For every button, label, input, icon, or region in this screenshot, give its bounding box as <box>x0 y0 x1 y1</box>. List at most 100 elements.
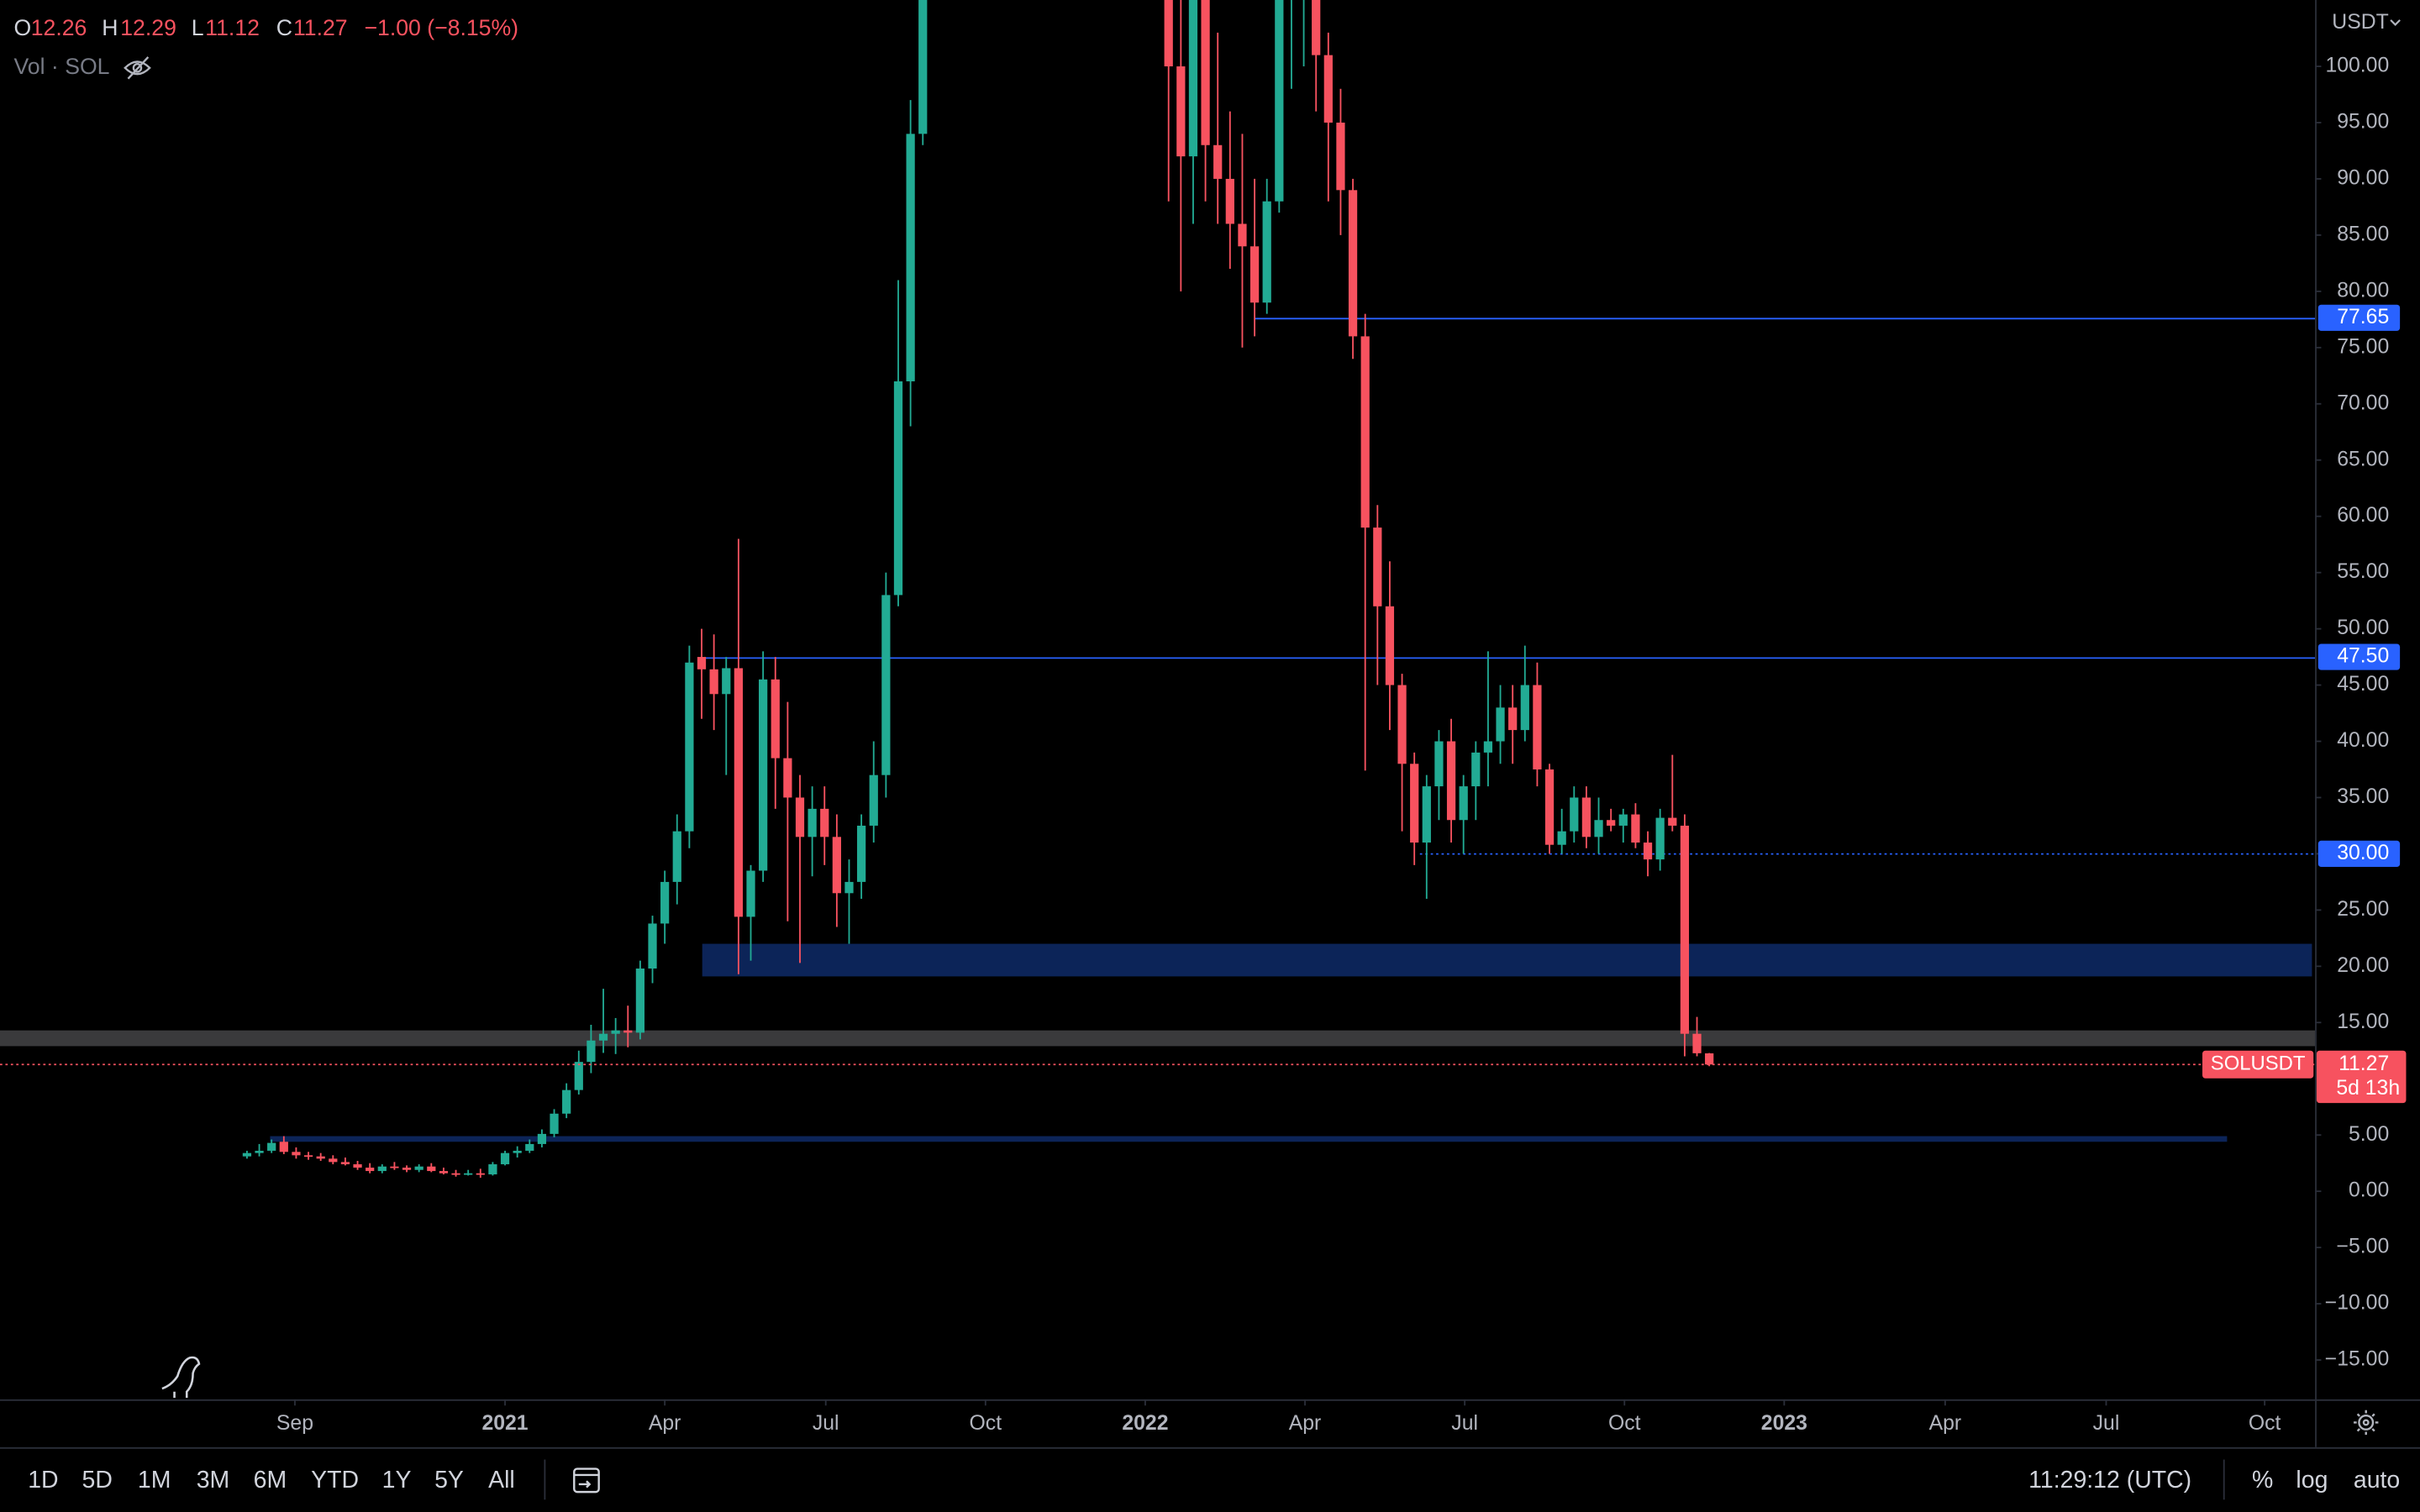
go-to-date-icon[interactable] <box>573 1467 600 1494</box>
close-label: C <box>276 15 292 40</box>
x-tick-label: Jul <box>1451 1412 1478 1435</box>
level-price-box <box>2317 304 2401 331</box>
candle-body <box>587 1040 596 1063</box>
y-tick-label: 60.00 <box>2337 504 2389 527</box>
candle-body <box>881 595 891 775</box>
candle-body <box>1164 0 1173 67</box>
hide-volume-icon[interactable] <box>124 56 151 80</box>
y-tick-label: 75.00 <box>2337 335 2389 358</box>
candle-body <box>1692 1033 1702 1053</box>
candle-body <box>1360 336 1370 528</box>
candle-body <box>488 1164 497 1175</box>
candle-body <box>537 1133 547 1144</box>
candle-body <box>1668 817 1677 826</box>
currency-dropdown[interactable] <box>2390 19 2401 26</box>
range-button[interactable]: All <box>488 1467 515 1494</box>
y-tick-label: 5.00 <box>2349 1123 2389 1146</box>
range-buttons: 1D 5D 1M 3M 6M YTD 1Y 5Y All <box>28 1467 515 1494</box>
candle-body <box>820 808 829 837</box>
candle-body <box>1705 1053 1714 1065</box>
candle-body <box>353 1164 362 1168</box>
x-tick-label: Jul <box>2093 1412 2120 1435</box>
y-tick-label: 45.00 <box>2337 673 2389 696</box>
range-button[interactable]: 1D <box>28 1467 58 1494</box>
candle-body <box>1643 843 1653 860</box>
candle-body <box>329 1158 338 1163</box>
open-value: 12.26 <box>31 15 87 40</box>
candle-body <box>832 837 841 894</box>
candle-body <box>279 1142 288 1152</box>
candle-body <box>1422 786 1431 843</box>
logo <box>161 1356 201 1399</box>
candle-body <box>1323 55 1333 123</box>
level-price-label: 77.65 <box>2337 306 2389 328</box>
percent-toggle[interactable]: % <box>2252 1467 2273 1494</box>
candle-body <box>1680 825 1690 1034</box>
candle-body <box>722 668 731 695</box>
auto-toggle[interactable]: auto <box>2354 1467 2400 1494</box>
range-button[interactable]: 6M <box>254 1467 287 1494</box>
candle-body <box>1570 797 1579 832</box>
x-tick-label: 2021 <box>481 1412 528 1435</box>
candle-body <box>1238 223 1247 247</box>
y-tick-label: 0.00 <box>2349 1179 2389 1202</box>
range-button[interactable]: 5Y <box>434 1467 464 1494</box>
candle-body <box>709 669 718 695</box>
candle-body <box>672 831 681 882</box>
candle-body <box>303 1155 313 1158</box>
y-tick-label: 95.00 <box>2337 111 2389 134</box>
candle-body <box>427 1166 436 1172</box>
y-tick-label: 80.00 <box>2337 279 2389 302</box>
axes: −15.00−10.00−5.000.005.0010.0015.0020.00… <box>276 55 2407 1435</box>
currency-label[interactable]: USDT <box>2332 11 2388 34</box>
range-button[interactable]: 1M <box>138 1467 171 1494</box>
candle-body <box>783 758 792 798</box>
y-tick-label: 40.00 <box>2337 729 2389 752</box>
candle-body <box>525 1143 534 1151</box>
level-price-label: 47.50 <box>2337 645 2389 668</box>
x-tick-label: Oct <box>970 1412 1002 1435</box>
x-tick-label: Jul <box>813 1412 839 1435</box>
level-price-label: 30.00 <box>2337 842 2389 864</box>
candle-body <box>1262 201 1271 303</box>
candle-body <box>918 0 928 134</box>
settings-icon[interactable] <box>2354 1410 2379 1436</box>
log-toggle[interactable]: log <box>2296 1467 2328 1494</box>
candle-body <box>1188 0 1198 157</box>
candle-body <box>1520 685 1529 731</box>
clock[interactable]: 11:29:12 (UTC) <box>2028 1467 2191 1494</box>
range-button[interactable]: 1Y <box>382 1467 412 1494</box>
candle-body <box>1618 814 1628 826</box>
candle-body <box>476 1173 485 1175</box>
candle-body <box>1459 786 1468 821</box>
y-tick-label: −10.00 <box>2325 1292 2390 1315</box>
symbol-box <box>2202 1050 2314 1079</box>
candle-body <box>648 923 657 969</box>
range-button[interactable]: YTD <box>311 1467 359 1494</box>
price-zone <box>270 1136 2228 1142</box>
candle-body <box>598 1033 608 1041</box>
candle-body <box>746 870 755 917</box>
open-label: O <box>14 15 32 40</box>
candle-body <box>1607 820 1616 826</box>
candle-body <box>390 1166 399 1168</box>
y-tick-label: 100.00 <box>2325 55 2389 77</box>
candle-body <box>611 1030 620 1034</box>
symbol-label: SOLUSDT <box>2211 1053 2306 1075</box>
y-tick-label: 15.00 <box>2337 1011 2389 1033</box>
x-tick-label: Apr <box>1289 1412 1322 1435</box>
y-tick-label: 70.00 <box>2337 391 2389 414</box>
candle-body <box>316 1156 325 1159</box>
countdown-label: 5d 13h <box>2336 1077 2400 1100</box>
candle-body <box>1471 752 1481 787</box>
range-button[interactable]: 3M <box>197 1467 230 1494</box>
candle-body <box>844 881 854 894</box>
range-button[interactable]: 5D <box>82 1467 113 1494</box>
candle-body <box>1176 66 1186 157</box>
volume-label[interactable]: Vol · SOL <box>14 54 110 79</box>
level-price-box <box>2317 840 2401 868</box>
candle-body <box>893 381 903 596</box>
candle-body <box>402 1168 412 1170</box>
candle-body <box>464 1173 473 1175</box>
